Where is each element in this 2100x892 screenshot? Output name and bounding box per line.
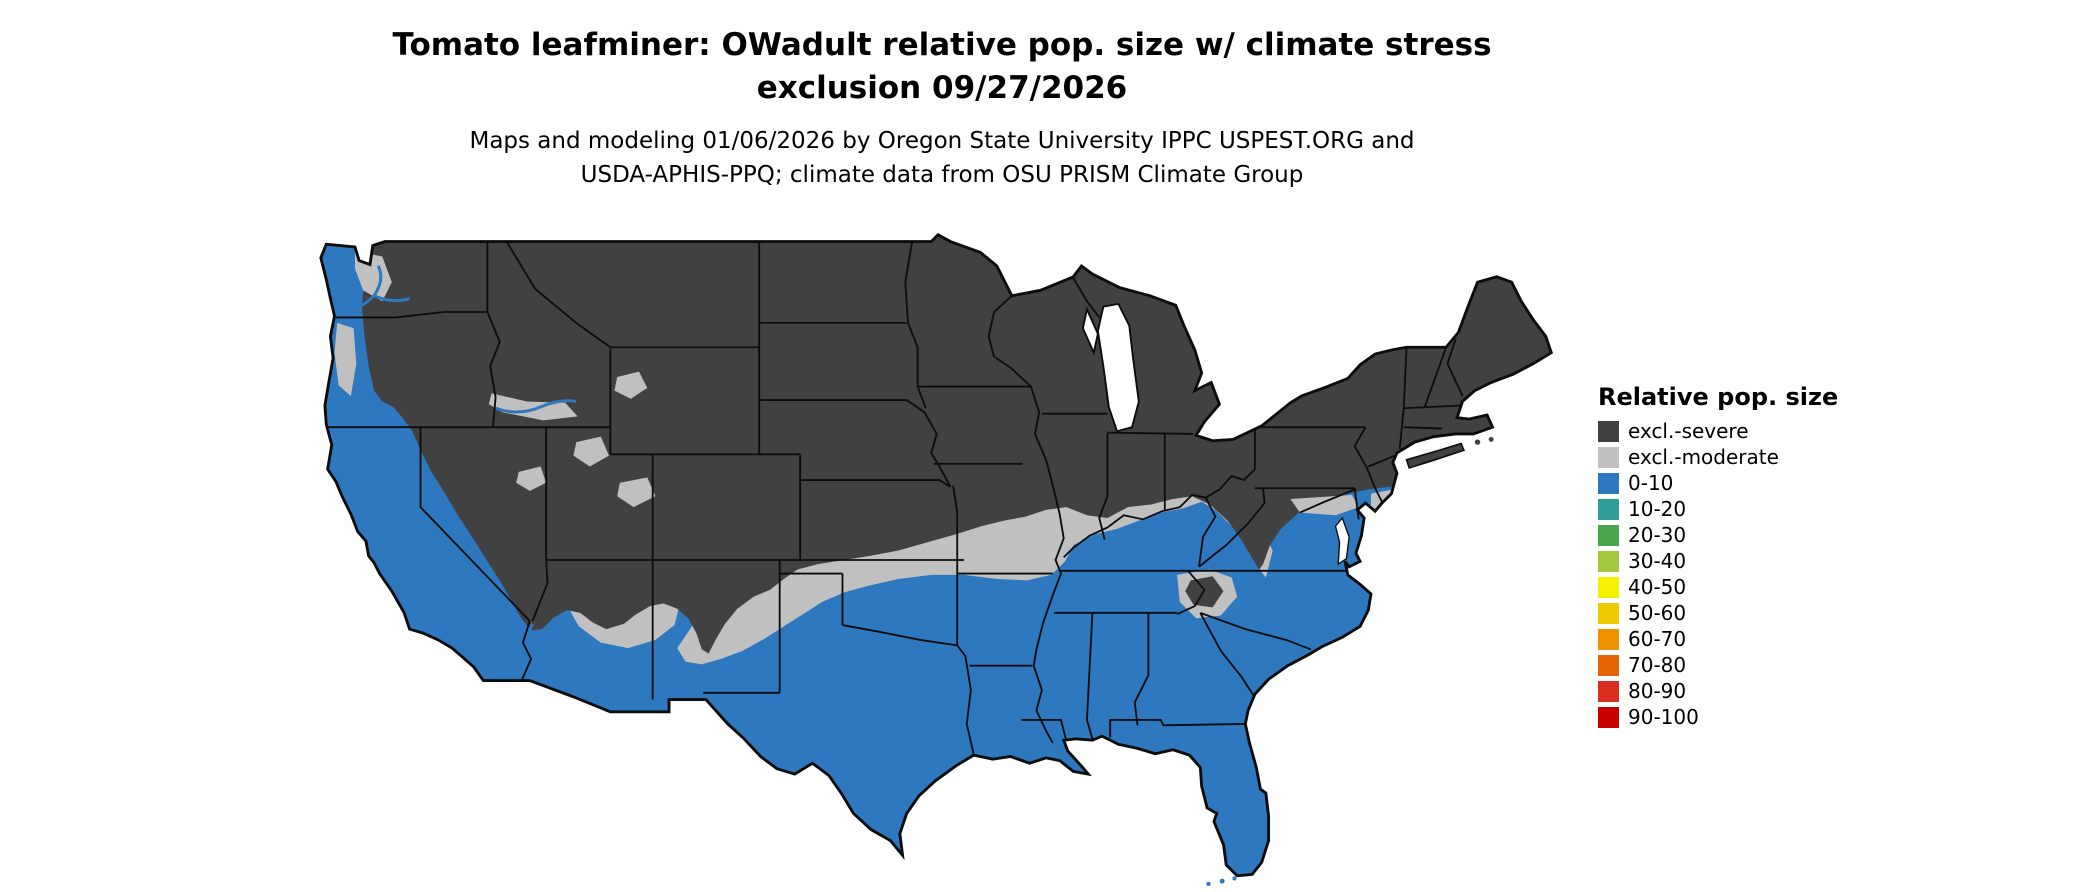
legend-label: 60-70: [1628, 627, 1687, 651]
legend-label: excl.-severe: [1628, 419, 1749, 443]
legend-item: 0-10: [1598, 470, 1838, 496]
region-excl-severe-nc: [1185, 576, 1224, 608]
legend: Relative pop. size excl.-severe excl.-mo…: [1598, 384, 1838, 730]
page-title: Tomato leafminer: OWadult relative pop. …: [0, 24, 1884, 110]
subtitle-line-1: Maps and modeling 01/06/2026 by Oregon S…: [469, 128, 1415, 154]
legend-item: 50-60: [1598, 600, 1838, 626]
title-line-1: Tomato leafminer: OWadult relative pop. …: [392, 27, 1492, 63]
legend-swatch: [1598, 550, 1619, 572]
page-subtitle: Maps and modeling 01/06/2026 by Oregon S…: [0, 124, 1884, 192]
legend-label: 90-100: [1628, 705, 1699, 729]
legend-swatch: [1598, 680, 1619, 702]
legend-item: 90-100: [1598, 704, 1838, 730]
legend-swatch: [1598, 706, 1619, 728]
us-outline: [319, 233, 1553, 878]
lake-michigan: [1081, 302, 1140, 433]
legend-label: 40-50: [1628, 575, 1687, 599]
legend-label: 30-40: [1628, 549, 1687, 573]
legend-item: 60-70: [1598, 626, 1838, 652]
island-nantucket: [1474, 439, 1481, 445]
island-marthas-vineyard: [1488, 436, 1494, 442]
legend-item: excl.-moderate: [1598, 444, 1838, 470]
legend-swatch: [1598, 628, 1619, 650]
legend-item: 70-80: [1598, 652, 1838, 678]
legend-item: 10-20: [1598, 496, 1838, 522]
legend-label: 50-60: [1628, 601, 1687, 625]
state-borders: [324, 241, 1464, 754]
legend-swatch: [1598, 446, 1619, 468]
title-line-2: exclusion 09/27/2026: [756, 70, 1128, 106]
subtitle-line-2: USDA-APHIS-PPQ; climate data from OSU PR…: [580, 162, 1304, 188]
legend-swatch: [1598, 524, 1619, 546]
legend-swatch: [1598, 654, 1619, 676]
legend-item: 20-30: [1598, 522, 1838, 548]
legend-item: 80-90: [1598, 678, 1838, 704]
map-fill-layers: [320, 234, 1552, 876]
legend-label: 80-90: [1628, 679, 1687, 703]
legend-label: 10-20: [1628, 497, 1687, 521]
us-map: [319, 233, 1553, 887]
legend-label: excl.-moderate: [1628, 445, 1779, 469]
legend-item: 30-40: [1598, 548, 1838, 574]
legend-swatch: [1598, 576, 1619, 598]
legend-swatch: [1598, 420, 1619, 442]
chesapeake-bay: [1334, 516, 1350, 566]
legend-label: 70-80: [1628, 653, 1687, 677]
legend-title: Relative pop. size: [1598, 383, 1839, 411]
legend-label: 20-30: [1628, 523, 1687, 547]
long-island: [1405, 442, 1465, 469]
florida-keys: [1206, 876, 1237, 887]
legend-swatch: [1598, 602, 1619, 624]
legend-swatch: [1598, 472, 1619, 494]
legend-label: 0-10: [1628, 471, 1674, 495]
legend-item: 40-50: [1598, 574, 1838, 600]
legend-item: excl.-severe: [1598, 418, 1838, 444]
legend-swatch: [1598, 498, 1619, 520]
